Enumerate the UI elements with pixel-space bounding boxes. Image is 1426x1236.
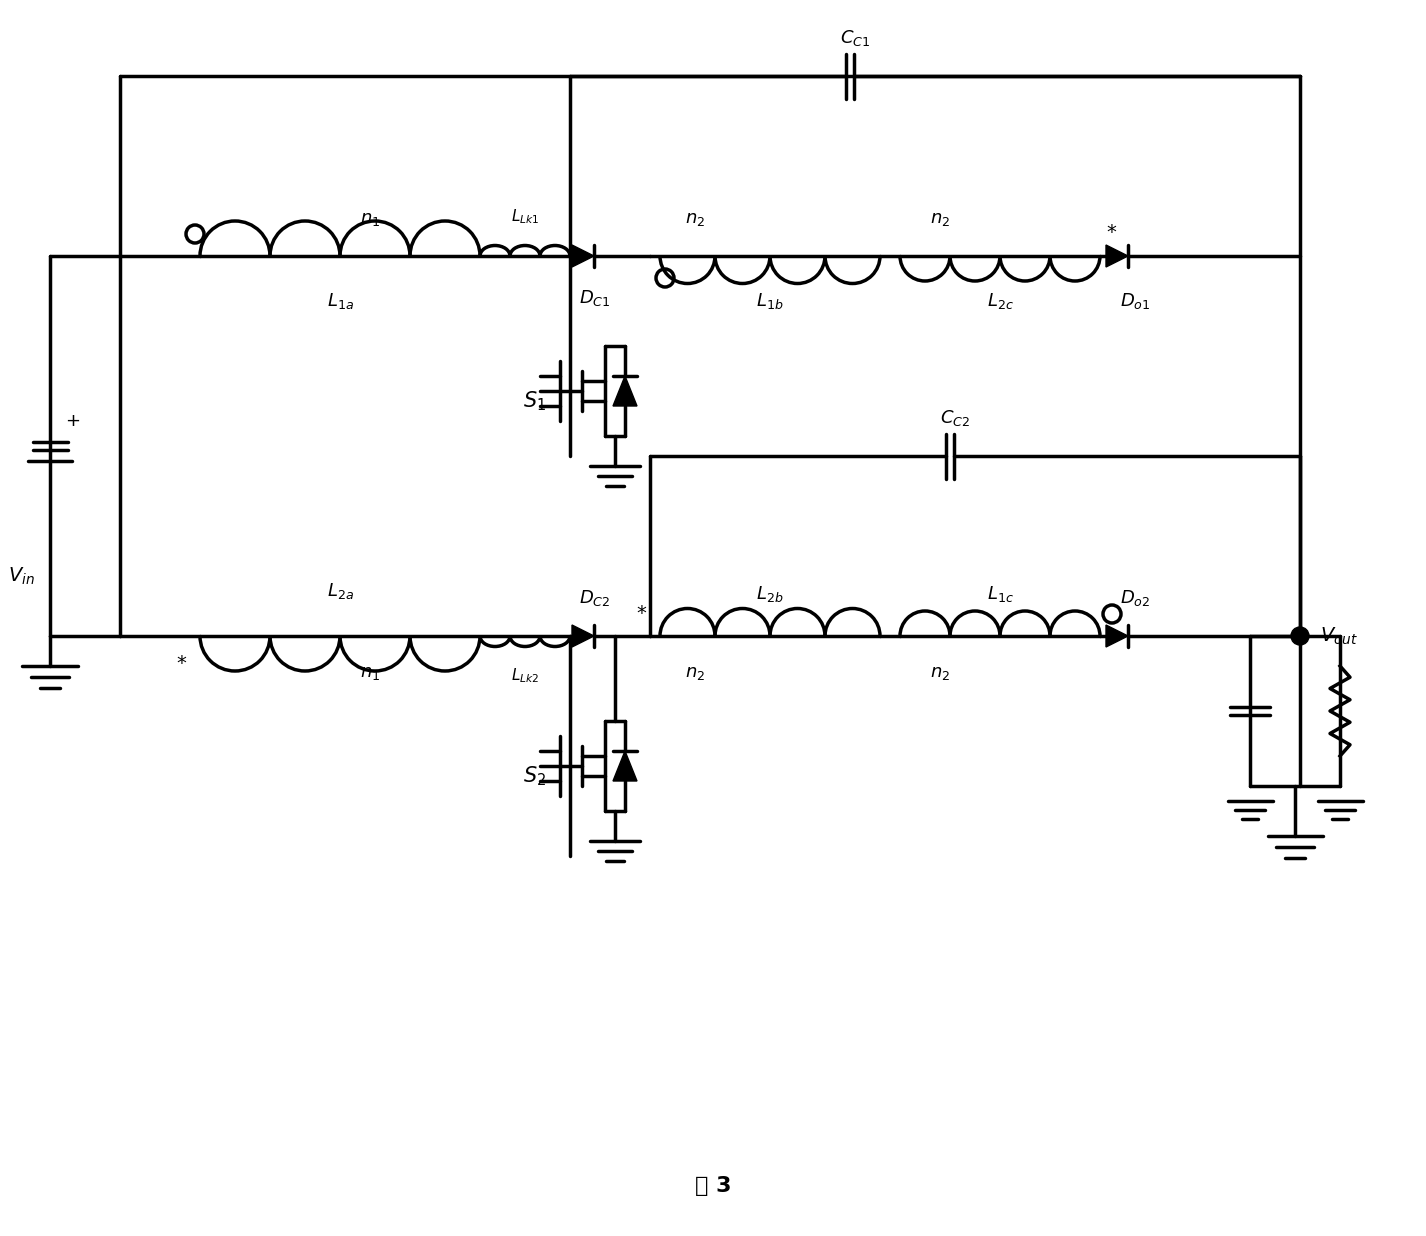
Text: $n_2$: $n_2$ bbox=[684, 664, 704, 682]
Text: $L_{Lk1}$: $L_{Lk1}$ bbox=[511, 208, 539, 226]
Text: $D_{o2}$: $D_{o2}$ bbox=[1119, 588, 1151, 608]
Text: 图 3: 图 3 bbox=[694, 1175, 732, 1196]
Polygon shape bbox=[1107, 625, 1128, 646]
Text: $*$: $*$ bbox=[1107, 221, 1118, 241]
Text: $V_{in}$: $V_{in}$ bbox=[9, 565, 36, 587]
Text: $L_{Lk2}$: $L_{Lk2}$ bbox=[511, 666, 539, 685]
Text: $+$: $+$ bbox=[66, 412, 80, 430]
Text: $S_2$: $S_2$ bbox=[523, 764, 546, 787]
Text: $n_2$: $n_2$ bbox=[930, 210, 950, 227]
Text: $C_{C1}$: $C_{C1}$ bbox=[840, 28, 870, 48]
Polygon shape bbox=[613, 376, 637, 405]
Text: $D_{o1}$: $D_{o1}$ bbox=[1119, 290, 1151, 311]
Text: $D_{C1}$: $D_{C1}$ bbox=[579, 288, 610, 308]
Circle shape bbox=[1291, 627, 1309, 645]
Text: $L_{1a}$: $L_{1a}$ bbox=[327, 290, 354, 311]
Polygon shape bbox=[613, 751, 637, 781]
Text: $L_{1b}$: $L_{1b}$ bbox=[756, 290, 784, 311]
Text: $C_{C2}$: $C_{C2}$ bbox=[940, 408, 970, 428]
Text: $n_2$: $n_2$ bbox=[684, 210, 704, 227]
Text: $n_2$: $n_2$ bbox=[930, 664, 950, 682]
Polygon shape bbox=[572, 625, 595, 646]
Polygon shape bbox=[572, 245, 595, 267]
Text: $L_{2a}$: $L_{2a}$ bbox=[327, 581, 354, 601]
Text: $V_{out}$: $V_{out}$ bbox=[1320, 625, 1358, 646]
Text: $*$: $*$ bbox=[177, 651, 188, 670]
Text: $L_{1c}$: $L_{1c}$ bbox=[987, 583, 1014, 604]
Text: $n_1$: $n_1$ bbox=[359, 210, 381, 227]
Polygon shape bbox=[1107, 245, 1128, 267]
Text: $*$: $*$ bbox=[636, 602, 647, 620]
Text: $S_1$: $S_1$ bbox=[523, 389, 546, 413]
Text: $L_{2c}$: $L_{2c}$ bbox=[987, 290, 1014, 311]
Text: $L_{2b}$: $L_{2b}$ bbox=[756, 583, 784, 604]
Text: $n_1$: $n_1$ bbox=[359, 664, 381, 682]
Text: $D_{C2}$: $D_{C2}$ bbox=[579, 588, 610, 608]
